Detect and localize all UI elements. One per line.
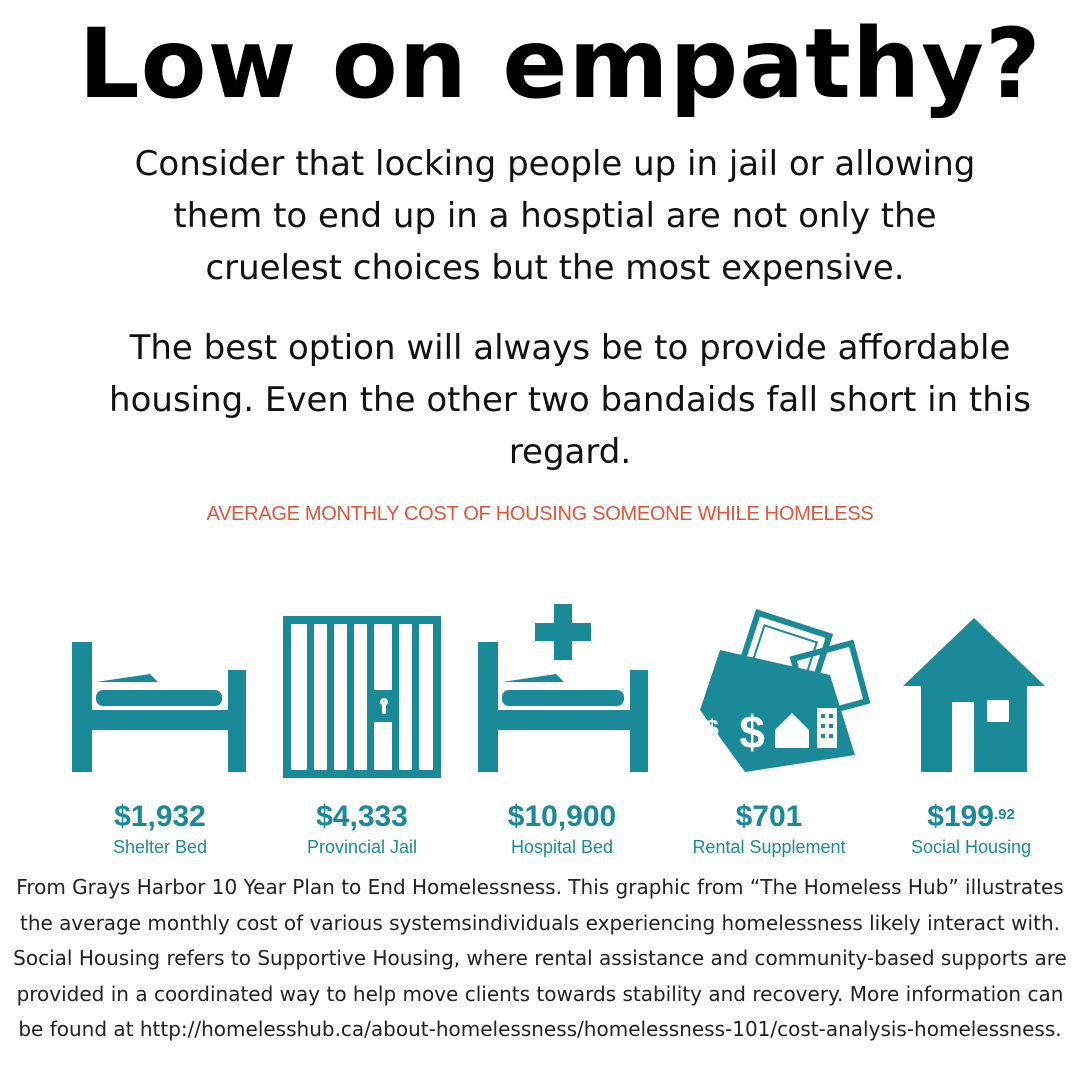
cost-item-social-housing: $199.92 Social Housing [871, 798, 1071, 858]
cost-item-rental-supplement: $701 Rental Supplement [669, 798, 869, 858]
infographic-icons: $ $ [72, 604, 1045, 778]
cost-item-shelter-bed: $1,932 Shelter Bed [60, 798, 260, 858]
house-icon [903, 618, 1045, 772]
cost-label: Social Housing [910, 837, 1032, 857]
shelter-bed-icon [72, 642, 246, 772]
svg-text:$: $ [739, 706, 765, 758]
svg-text:$: $ [705, 715, 719, 742]
housing-paragraph: The best option will always be to provid… [109, 328, 1031, 472]
cost-amount: $1,932 [114, 800, 206, 833]
cost-label: Rental Supplement [692, 837, 846, 857]
infographic-title: AVERAGE MONTHLY COST OF HOUSING SOMEONE … [206, 503, 874, 525]
cost-label: Provincial Jail [306, 837, 418, 857]
cost-label: Shelter Bed [112, 837, 208, 857]
cost-amount: $10,900 [507, 800, 617, 833]
cost-item-hospital-bed: $10,900 Hospital Bed [462, 798, 662, 858]
hospital-bed-icon [478, 604, 648, 772]
jail-cell-icon [283, 616, 441, 778]
cost-item-provincial-jail: $4,333 Provincial Jail [262, 798, 462, 858]
rental-money-icon: $ $ [700, 609, 871, 772]
source-caption: From Grays Harbor 10 Year Plan to End Ho… [13, 875, 1067, 1041]
cost-amount-cents: .92 [993, 806, 1015, 823]
headline: Low on empathy? [78, 8, 1042, 120]
cost-amount: $4,333 [316, 800, 408, 833]
cost-label: Hospital Bed [510, 837, 614, 857]
cost-amount: $199.92 [927, 800, 1015, 833]
intro-paragraph: Consider that locking people up in jail … [134, 144, 976, 288]
cost-amount: $701 [735, 800, 803, 833]
